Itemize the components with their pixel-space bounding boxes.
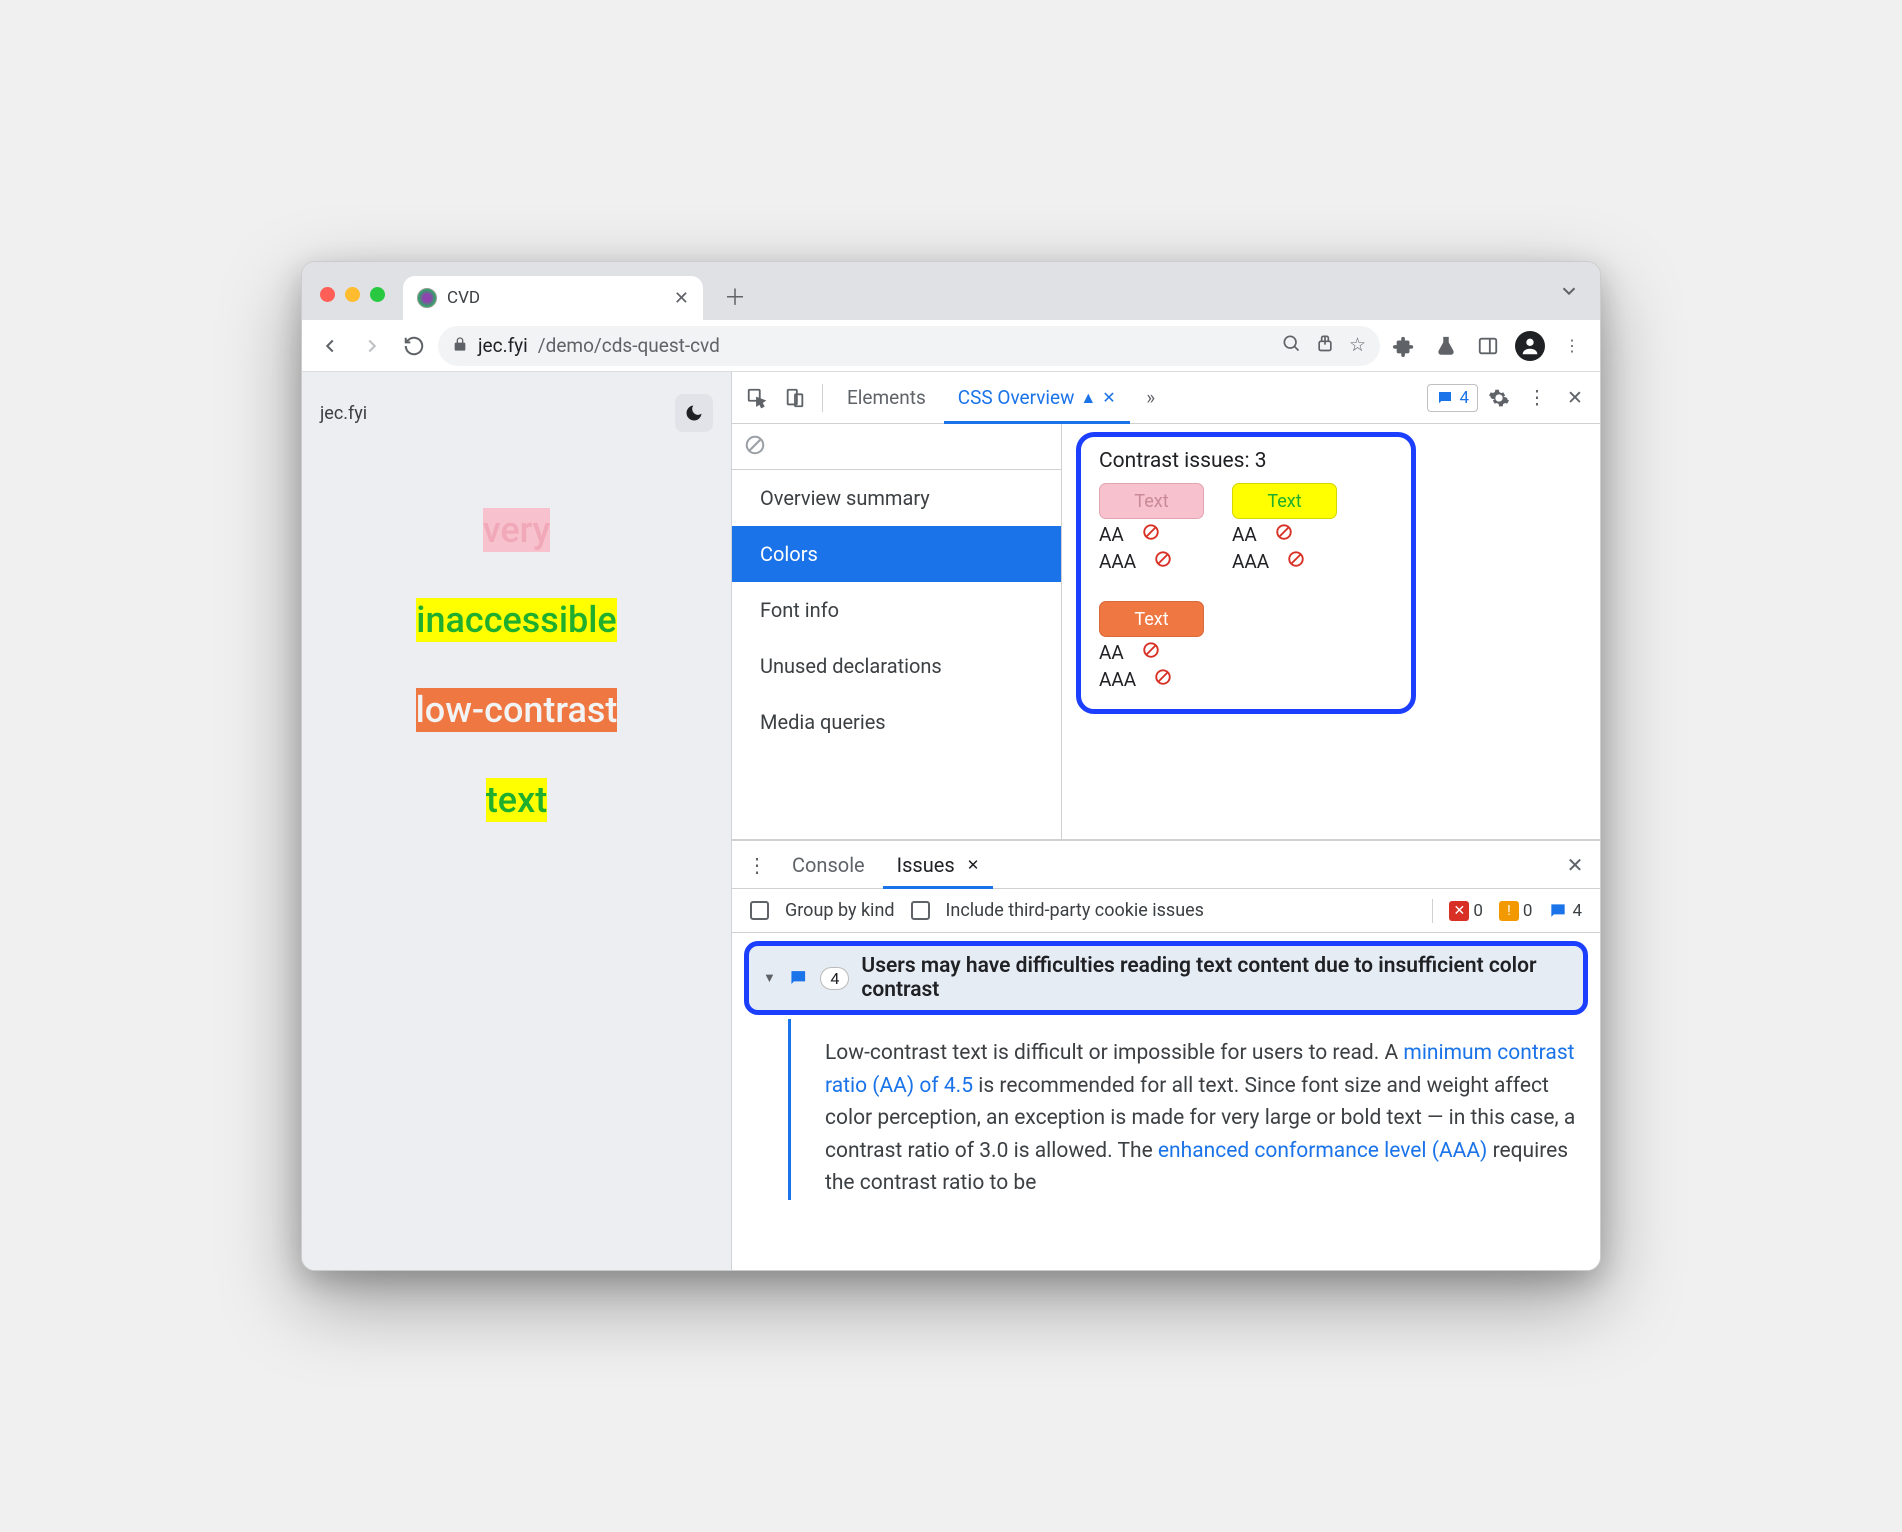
window-controls (320, 287, 385, 302)
fail-icon (1142, 523, 1160, 546)
issue-title: Users may have difficulties reading text… (861, 954, 1569, 1002)
url-path: /demo/cds-quest-cvd (538, 334, 720, 357)
rendered-page: jec.fyi very inaccessible low-contrast text (302, 372, 732, 1270)
css-overview-nav: Overview summary Colors Font info Unused… (732, 424, 1062, 839)
group-by-kind-label: Group by kind (785, 900, 895, 921)
group-by-kind-checkbox[interactable] (750, 901, 769, 920)
nav-unused-declarations[interactable]: Unused declarations (732, 638, 1061, 694)
close-drawer-tab-icon[interactable]: ✕ (967, 856, 980, 874)
extensions-icon[interactable] (1386, 328, 1422, 364)
issue-body: Low-contrast text is difficult or imposs… (788, 1019, 1588, 1200)
maximize-window-button[interactable] (370, 287, 385, 302)
issues-badge[interactable]: 4 (1427, 384, 1478, 412)
sample-text: inaccessible (416, 598, 616, 642)
tab-css-overview[interactable]: CSS Overview ▲ ✕ (944, 372, 1130, 423)
nav-font-info[interactable]: Font info (732, 582, 1061, 638)
sample-text: low-contrast (416, 688, 618, 732)
close-window-button[interactable] (320, 287, 335, 302)
devtools-panel: Elements CSS Overview ▲ ✕ » 4 ⋮ ✕ (732, 372, 1600, 1270)
browser-toolbar: jec.fyi/demo/cds-quest-cvd ☆ ⋮ (302, 320, 1600, 372)
swatch-chip: Text (1099, 601, 1204, 637)
contrast-swatch[interactable]: TextAAAAA (1232, 483, 1337, 573)
third-party-checkbox[interactable] (911, 901, 930, 920)
forward-button[interactable] (354, 328, 390, 364)
drawer-menu-icon[interactable]: ⋮ (740, 848, 774, 882)
tab-console[interactable]: Console (778, 841, 879, 888)
aaa-label: AAA (1099, 550, 1136, 573)
browser-tab[interactable]: CVD ✕ (403, 276, 703, 320)
fail-icon (1142, 641, 1160, 664)
clear-icon[interactable] (744, 434, 766, 460)
expand-icon[interactable]: ▼ (763, 970, 776, 986)
close-tab-icon[interactable]: ✕ (674, 288, 689, 309)
tab-elements[interactable]: Elements (833, 372, 940, 423)
nav-media-queries[interactable]: Media queries (732, 694, 1061, 750)
dark-mode-toggle[interactable] (675, 394, 713, 432)
browser-window: CVD ✕ ＋ jec.fyi/demo/cds-quest-cvd ☆ ⋮ (301, 261, 1601, 1271)
sample-text: very (483, 508, 551, 552)
info-count[interactable]: 4 (1548, 901, 1582, 921)
flask-icon: ▲ (1080, 388, 1096, 408)
close-drawer-icon[interactable]: ✕ (1558, 848, 1592, 882)
browser-menu-icon[interactable]: ⋮ (1554, 328, 1590, 364)
content-area: jec.fyi very inaccessible low-contrast text… (302, 372, 1600, 1270)
issue-header[interactable]: ▼ 4 Users may have difficulties reading … (744, 941, 1588, 1015)
labs-icon[interactable] (1428, 328, 1464, 364)
tab-strip: CVD ✕ ＋ (302, 262, 1600, 320)
nav-overview-summary[interactable]: Overview summary (732, 470, 1061, 526)
inspect-icon[interactable] (740, 381, 774, 415)
drawer-tab-strip: ⋮ Console Issues✕ ✕ (732, 841, 1600, 889)
address-bar[interactable]: jec.fyi/demo/cds-quest-cvd ☆ (438, 326, 1380, 366)
new-tab-button[interactable]: ＋ (717, 278, 753, 314)
share-icon[interactable] (1315, 333, 1335, 358)
site-label: jec.fyi (320, 403, 367, 424)
contrast-swatch[interactable]: TextAAAAA (1099, 483, 1204, 573)
back-button[interactable] (312, 328, 348, 364)
bookmark-icon[interactable]: ☆ (1349, 333, 1366, 358)
contrast-issues-title: Contrast issues: 3 (1099, 449, 1393, 473)
link-enhanced-aaa[interactable]: enhanced conformance level (AAA) (1158, 1139, 1487, 1163)
close-panel-icon[interactable]: ✕ (1102, 388, 1115, 407)
tab-issues[interactable]: Issues✕ (883, 841, 994, 888)
issue-count: 4 (820, 967, 849, 990)
reload-button[interactable] (396, 328, 432, 364)
fail-icon (1154, 550, 1172, 573)
nav-colors[interactable]: Colors (732, 526, 1061, 582)
swatch-chip: Text (1232, 483, 1337, 519)
more-tabs-icon[interactable]: » (1134, 381, 1168, 415)
fail-icon (1287, 550, 1305, 573)
third-party-label: Include third-party cookie issues (946, 900, 1204, 921)
contrast-issues-box: Contrast issues: 3 TextAAAAATextAAAAATex… (1076, 432, 1416, 714)
devtools-tab-strip: Elements CSS Overview ▲ ✕ » 4 ⋮ ✕ (732, 372, 1600, 424)
tabs-dropdown-icon[interactable] (1558, 280, 1580, 306)
aa-label: AA (1099, 641, 1124, 664)
warning-count[interactable]: !0 (1499, 901, 1533, 921)
aaa-label: AAA (1232, 550, 1269, 573)
device-toggle-icon[interactable] (778, 381, 812, 415)
side-panel-icon[interactable] (1470, 328, 1506, 364)
profile-avatar[interactable] (1512, 328, 1548, 364)
url-host: jec.fyi (478, 334, 528, 357)
devtools-drawer: ⋮ Console Issues✕ ✕ Group by kind Includ… (732, 840, 1600, 1270)
settings-icon[interactable] (1482, 381, 1516, 415)
css-overview-body: Overview summary Colors Font info Unused… (732, 424, 1600, 840)
aa-label: AA (1232, 523, 1257, 546)
fail-icon (1275, 523, 1293, 546)
aa-label: AA (1099, 523, 1124, 546)
close-devtools-icon[interactable]: ✕ (1558, 381, 1592, 415)
aaa-label: AAA (1099, 668, 1136, 691)
tab-title: CVD (447, 288, 480, 308)
sample-text: text (486, 778, 547, 822)
lock-icon (452, 334, 468, 357)
swatch-chip: Text (1099, 483, 1204, 519)
zoom-icon[interactable] (1281, 333, 1301, 358)
error-count[interactable]: ✕0 (1449, 901, 1483, 921)
issue-icon (788, 967, 809, 989)
devtools-menu-icon[interactable]: ⋮ (1520, 381, 1554, 415)
minimize-window-button[interactable] (345, 287, 360, 302)
contrast-swatch[interactable]: TextAAAAA (1099, 601, 1204, 691)
drawer-filter-bar: Group by kind Include third-party cookie… (732, 889, 1600, 933)
favicon (417, 288, 437, 308)
fail-icon (1154, 668, 1172, 691)
